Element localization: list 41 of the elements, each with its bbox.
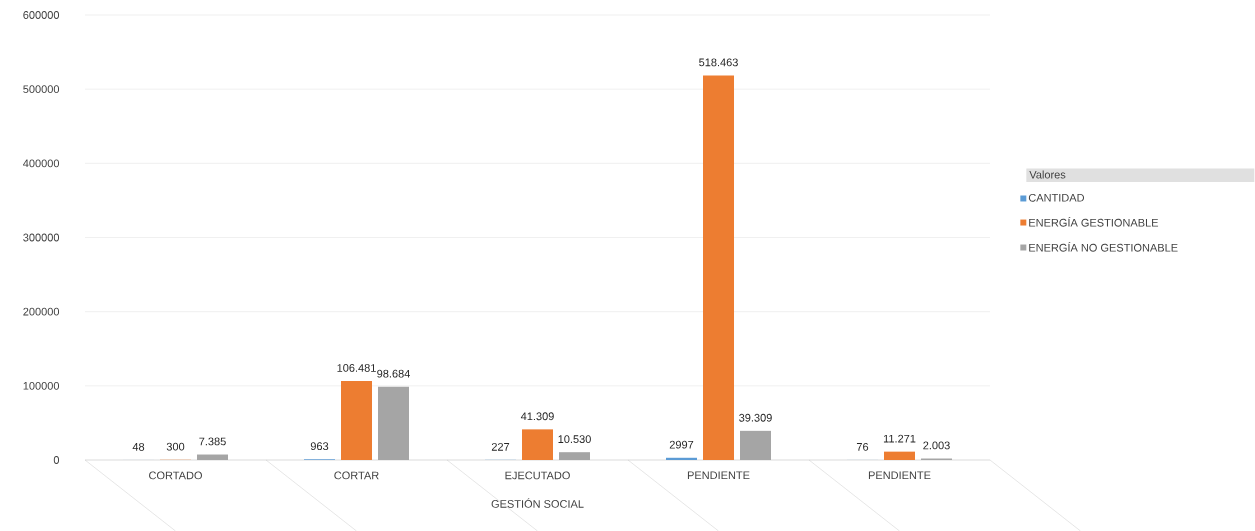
data-label: 227 [491, 442, 510, 451]
legend-label: CANTIDAD [1028, 193, 1085, 202]
bar [341, 381, 373, 460]
data-label: 2997 [669, 440, 694, 449]
bar [522, 429, 554, 460]
x-axis-title: GESTIÓN SOCIAL [491, 498, 584, 508]
data-label: 76 [856, 442, 869, 451]
x-tick-label: PENDIENTE [687, 471, 750, 480]
data-label: 963 [310, 442, 329, 451]
legend-title: Valores [1029, 170, 1066, 179]
x-tick-label: CORTADO [149, 471, 202, 480]
y-tick-label: 0 [53, 456, 60, 464]
data-label: 300 [166, 442, 185, 451]
data-label: 106.481 [337, 364, 376, 372]
data-label: 48 [132, 442, 145, 451]
y-tick-label: 600000 [23, 11, 60, 19]
bar [884, 451, 916, 460]
x-tick-label: CORTAR [334, 471, 379, 480]
y-tick-label: 500000 [23, 85, 60, 94]
bar [378, 386, 410, 460]
y-tick-label: 300000 [23, 233, 60, 242]
y-tick-label: 100000 [23, 381, 60, 390]
data-label: 7.385 [199, 437, 226, 446]
x-tick-label: PENDIENTE [868, 471, 931, 480]
data-label: 11.271 [883, 434, 916, 443]
y-tick-label: 200000 [23, 307, 60, 316]
bar [740, 430, 772, 460]
bar [197, 454, 229, 460]
y-tick-label: 400000 [23, 159, 60, 168]
data-label: 518.463 [699, 58, 738, 67]
bar [559, 452, 591, 460]
bar [703, 75, 735, 460]
bar [666, 457, 698, 460]
data-label: 98.684 [377, 369, 410, 378]
data-label: 2.003 [923, 441, 950, 450]
legend-label: ENERGÍA NO GESTIONABLE [1029, 241, 1178, 252]
x-tick-label: EJECUTADO [505, 471, 570, 480]
data-label: 10.530 [558, 435, 591, 443]
legend-label: ENERGÍA GESTIONABLE [1029, 217, 1159, 227]
data-label: 41.309 [520, 412, 554, 421]
data-label: 39.309 [739, 413, 772, 422]
